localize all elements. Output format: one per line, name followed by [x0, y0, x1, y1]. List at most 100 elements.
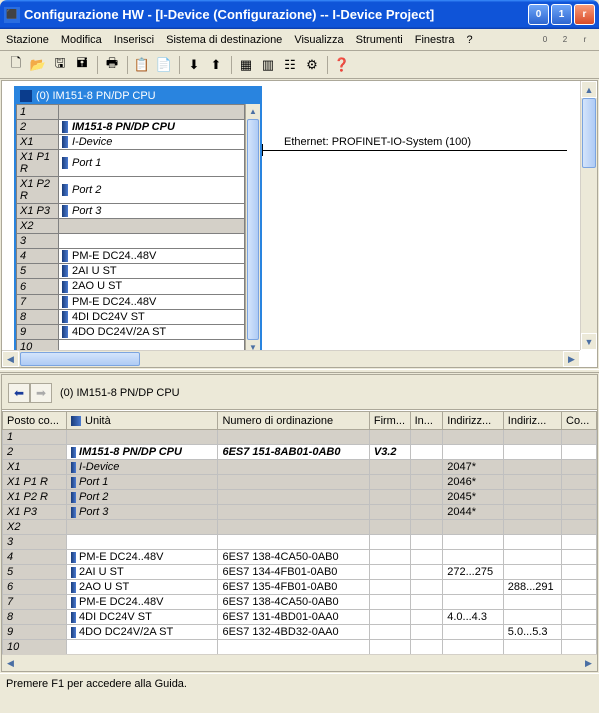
detail-cell[interactable]: 6ES7 138-4CA50-0AB0 — [218, 595, 369, 610]
rack-module[interactable] — [59, 219, 245, 234]
rack-module[interactable]: Port 1 — [59, 150, 245, 177]
detail-cell[interactable] — [443, 550, 504, 565]
detail-cell[interactable] — [369, 475, 410, 490]
detail-cell[interactable] — [67, 430, 218, 445]
rack-module[interactable]: PM-E DC24..48V — [59, 294, 245, 309]
nav-fwd-button[interactable]: ➡ — [30, 383, 52, 403]
detail-cell[interactable]: Port 3 — [67, 505, 218, 520]
detail-cell[interactable]: 2AO U ST — [67, 580, 218, 595]
menu-stazione[interactable]: Stazione — [6, 34, 49, 46]
rack-slot[interactable]: 3 — [17, 234, 59, 249]
detail-cell[interactable] — [503, 565, 561, 580]
detail-cell[interactable]: 6ES7 135-4FB01-0AB0 — [218, 580, 369, 595]
rack-slot[interactable]: 9 — [17, 324, 59, 339]
detail-cell[interactable] — [443, 535, 504, 550]
scroll-up-icon[interactable]: ▲ — [246, 104, 260, 119]
detail-cell[interactable]: 4.0...4.3 — [443, 610, 504, 625]
detail-slot[interactable]: X1 P2 R — [3, 490, 67, 505]
scroll-down-icon[interactable]: ▼ — [581, 333, 597, 350]
column-header[interactable]: Co... — [562, 412, 597, 430]
rack-slot[interactable]: 5 — [17, 264, 59, 279]
detail-cell[interactable] — [562, 640, 597, 655]
column-header[interactable]: Indirizz... — [443, 412, 504, 430]
scroll-up-icon[interactable]: ▲ — [581, 81, 597, 98]
copy-icon[interactable]: 📋 — [132, 55, 152, 75]
detail-cell[interactable]: 6ES7 132-4BD32-0AA0 — [218, 625, 369, 640]
detail-cell[interactable]: 272...275 — [443, 565, 504, 580]
rack-slot[interactable]: X1 P3 — [17, 204, 59, 219]
detail-cell[interactable] — [503, 550, 561, 565]
rack-slot[interactable]: X1 P2 R — [17, 177, 59, 204]
scroll-left-icon[interactable]: ◀ — [2, 351, 19, 367]
rack-scrollbar[interactable]: ▲ ▼ — [245, 104, 260, 355]
detail-slot[interactable]: 1 — [3, 430, 67, 445]
detail-slot[interactable]: 7 — [3, 595, 67, 610]
rack-module[interactable] — [59, 234, 245, 249]
detail-cell[interactable] — [218, 430, 369, 445]
rack-module[interactable]: 2AO U ST — [59, 279, 245, 294]
detail-cell[interactable] — [369, 640, 410, 655]
download-icon[interactable]: ⬇ — [184, 55, 204, 75]
rack-slot[interactable]: 2 — [17, 120, 59, 135]
detail-cell[interactable]: I-Device — [67, 460, 218, 475]
rack-module[interactable]: I-Device — [59, 135, 245, 150]
column-header[interactable]: Firm... — [369, 412, 410, 430]
detail-cell[interactable] — [410, 580, 443, 595]
scroll-right-icon[interactable]: ▶ — [563, 351, 580, 367]
detail-cell[interactable] — [443, 520, 504, 535]
detail-cell[interactable] — [503, 475, 561, 490]
detail-cell[interactable] — [410, 430, 443, 445]
detail-cell[interactable] — [410, 460, 443, 475]
scroll-thumb[interactable] — [247, 119, 259, 340]
detail-cell[interactable] — [562, 610, 597, 625]
detail-cell[interactable]: 6ES7 138-4CA50-0AB0 — [218, 550, 369, 565]
detail-cell[interactable] — [410, 595, 443, 610]
detail-cell[interactable]: 2045* — [443, 490, 504, 505]
detail-cell[interactable] — [369, 430, 410, 445]
detail-cell[interactable] — [562, 625, 597, 640]
rack-module[interactable]: 2AI U ST — [59, 264, 245, 279]
detail-cell[interactable]: IM151-8 PN/DP CPU — [67, 445, 218, 460]
detail-cell[interactable] — [67, 640, 218, 655]
rack-slot[interactable]: X1 P1 R — [17, 150, 59, 177]
detail-slot[interactable]: 6 — [3, 580, 67, 595]
detail-cell[interactable] — [562, 550, 597, 565]
rack-module[interactable]: 4DI DC24V ST — [59, 309, 245, 324]
detail-cell[interactable] — [503, 520, 561, 535]
detail-cell[interactable] — [369, 490, 410, 505]
nav-back-button[interactable]: ⬅ — [8, 383, 30, 403]
rack-slot[interactable]: 7 — [17, 294, 59, 309]
detail-cell[interactable] — [369, 565, 410, 580]
detail-cell[interactable]: 2AI U ST — [67, 565, 218, 580]
detail-cell[interactable] — [369, 520, 410, 535]
detail-cell[interactable] — [410, 640, 443, 655]
detail-cell[interactable] — [562, 475, 597, 490]
maximize-button[interactable]: 1 — [551, 4, 572, 25]
detail-cell[interactable] — [218, 490, 369, 505]
rack-module[interactable]: 4DO DC24V/2A ST — [59, 324, 245, 339]
detail-slot[interactable]: 9 — [3, 625, 67, 640]
menu-modifica[interactable]: Modifica — [61, 34, 102, 46]
detail-cell[interactable] — [410, 445, 443, 460]
detail-cell[interactable] — [503, 505, 561, 520]
detail-cell[interactable] — [443, 640, 504, 655]
detail-slot[interactable]: 4 — [3, 550, 67, 565]
rack-module[interactable]: Port 3 — [59, 204, 245, 219]
detail-cell[interactable] — [503, 640, 561, 655]
detail-cell[interactable] — [443, 625, 504, 640]
detail-cell[interactable] — [369, 505, 410, 520]
detail-cell[interactable] — [218, 535, 369, 550]
detail-slot[interactable]: 10 — [3, 640, 67, 655]
detail-cell[interactable]: Port 2 — [67, 490, 218, 505]
detail-cell[interactable] — [410, 610, 443, 625]
detail-cell[interactable] — [503, 535, 561, 550]
detail-slot[interactable]: X1 P1 R — [3, 475, 67, 490]
detail-cell[interactable] — [443, 445, 504, 460]
detail-slot[interactable]: 5 — [3, 565, 67, 580]
splitter[interactable] — [0, 369, 599, 373]
detail-cell[interactable] — [562, 505, 597, 520]
detail-cell[interactable]: 2047* — [443, 460, 504, 475]
detail-cell[interactable] — [218, 640, 369, 655]
detail-cell[interactable]: PM-E DC24..48V — [67, 550, 218, 565]
detail-slot[interactable]: 8 — [3, 610, 67, 625]
